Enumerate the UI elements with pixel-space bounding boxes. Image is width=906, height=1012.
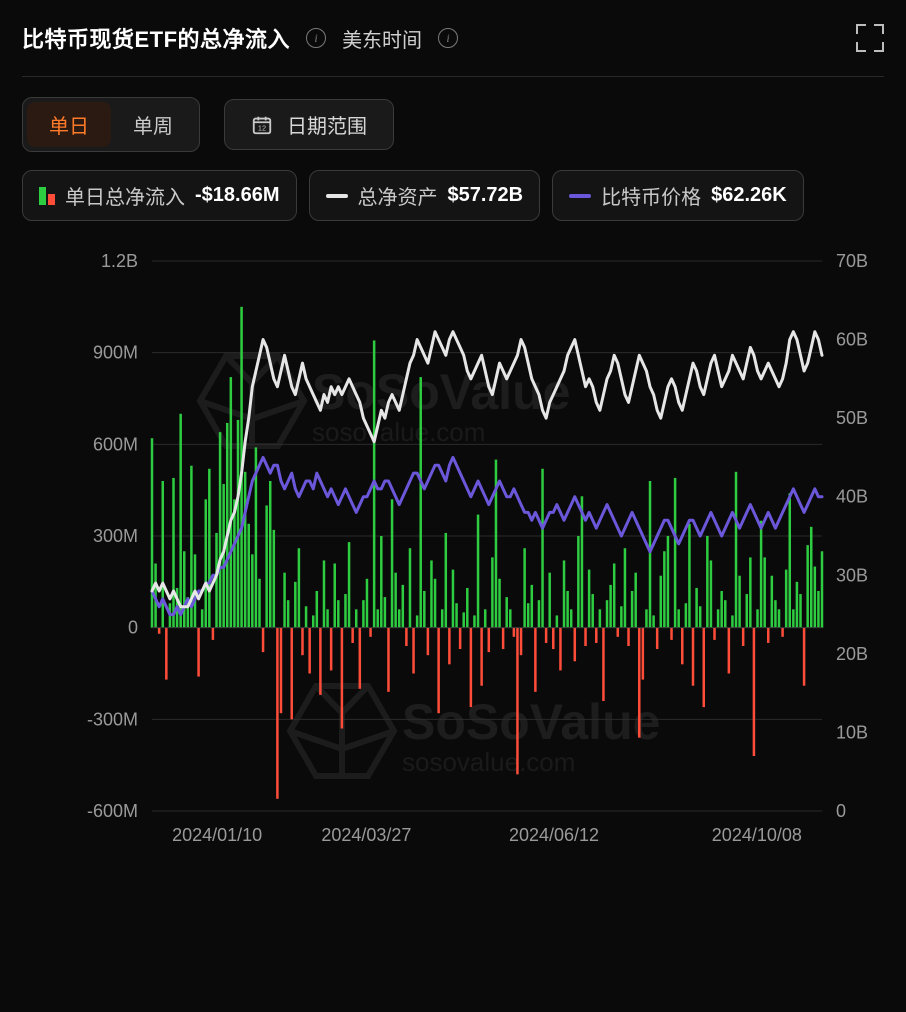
line-swatch-icon [326, 194, 348, 198]
legend-label: 单日总净流入 [65, 181, 185, 210]
tab-daily[interactable]: 单日 [27, 102, 111, 147]
svg-text:60B: 60B [836, 330, 868, 350]
svg-text:50B: 50B [836, 408, 868, 428]
svg-text:900M: 900M [93, 343, 138, 363]
svg-text:2024/01/10: 2024/01/10 [172, 825, 262, 845]
chart-container: -600M -300M 0 300M 600M 900M 1.2B 0 10B 20B 30B 40B… [22, 241, 884, 891]
bar-swatch-icon [39, 187, 55, 205]
svg-text:sosovalue.com: sosovalue.com [402, 747, 575, 777]
svg-text:2024/03/27: 2024/03/27 [321, 825, 411, 845]
legend-row: 单日总净流入 -$18.66M 总净资产 $57.72B 比特币价格 $62.2… [22, 170, 884, 231]
fullscreen-icon[interactable] [856, 24, 884, 52]
legend-total-assets[interactable]: 总净资产 $57.72B [309, 170, 541, 221]
etf-inflow-panel: 比特币现货ETF的总净流入 i 美东时间 i 单日 单周 12 日期范围 单日总… [0, 0, 906, 891]
svg-text:0: 0 [128, 618, 138, 638]
legend-value: $62.26K [711, 184, 787, 207]
controls-row: 单日 单周 12 日期范围 [22, 77, 884, 170]
svg-text:2024/06/12: 2024/06/12 [509, 825, 599, 845]
svg-text:600M: 600M [93, 434, 138, 454]
tab-weekly[interactable]: 单周 [111, 102, 195, 147]
info-icon[interactable]: i [306, 28, 326, 48]
svg-text:12: 12 [258, 123, 266, 132]
svg-text:0: 0 [836, 801, 846, 821]
svg-text:30B: 30B [836, 565, 868, 585]
timezone-label: 美东时间 [342, 24, 422, 53]
legend-net-inflow[interactable]: 单日总净流入 -$18.66M [22, 170, 297, 221]
svg-text:20B: 20B [836, 644, 868, 664]
calendar-icon: 12 [251, 114, 273, 136]
legend-value: $57.72B [448, 184, 524, 207]
svg-text:1.2B: 1.2B [101, 251, 138, 271]
panel-header: 比特币现货ETF的总净流入 i 美东时间 i [22, 22, 884, 77]
svg-text:10B: 10B [836, 722, 868, 742]
legend-value: -$18.66M [195, 184, 280, 207]
svg-text:2024/10/08: 2024/10/08 [712, 825, 802, 845]
svg-text:sosovalue.com: sosovalue.com [312, 417, 485, 447]
period-segmented-control: 单日 单周 [22, 97, 200, 152]
date-range-button[interactable]: 12 日期范围 [224, 99, 394, 150]
legend-label: 总净资产 [358, 181, 438, 210]
svg-text:-300M: -300M [87, 709, 138, 729]
legend-label: 比特币价格 [601, 181, 701, 210]
info-icon[interactable]: i [438, 28, 458, 48]
svg-text:-600M: -600M [87, 801, 138, 821]
line-swatch-icon [569, 194, 591, 198]
svg-text:SoSoValue: SoSoValue [402, 694, 660, 750]
date-range-label: 日期范围 [287, 110, 367, 139]
svg-text:70B: 70B [836, 251, 868, 271]
panel-title: 比特币现货ETF的总净流入 [22, 22, 290, 54]
legend-btc-price[interactable]: 比特币价格 $62.26K [552, 170, 804, 221]
svg-text:300M: 300M [93, 526, 138, 546]
svg-text:40B: 40B [836, 487, 868, 507]
etf-chart: -600M -300M 0 300M 600M 900M 1.2B 0 10B 20B 30B 40B… [22, 241, 884, 891]
